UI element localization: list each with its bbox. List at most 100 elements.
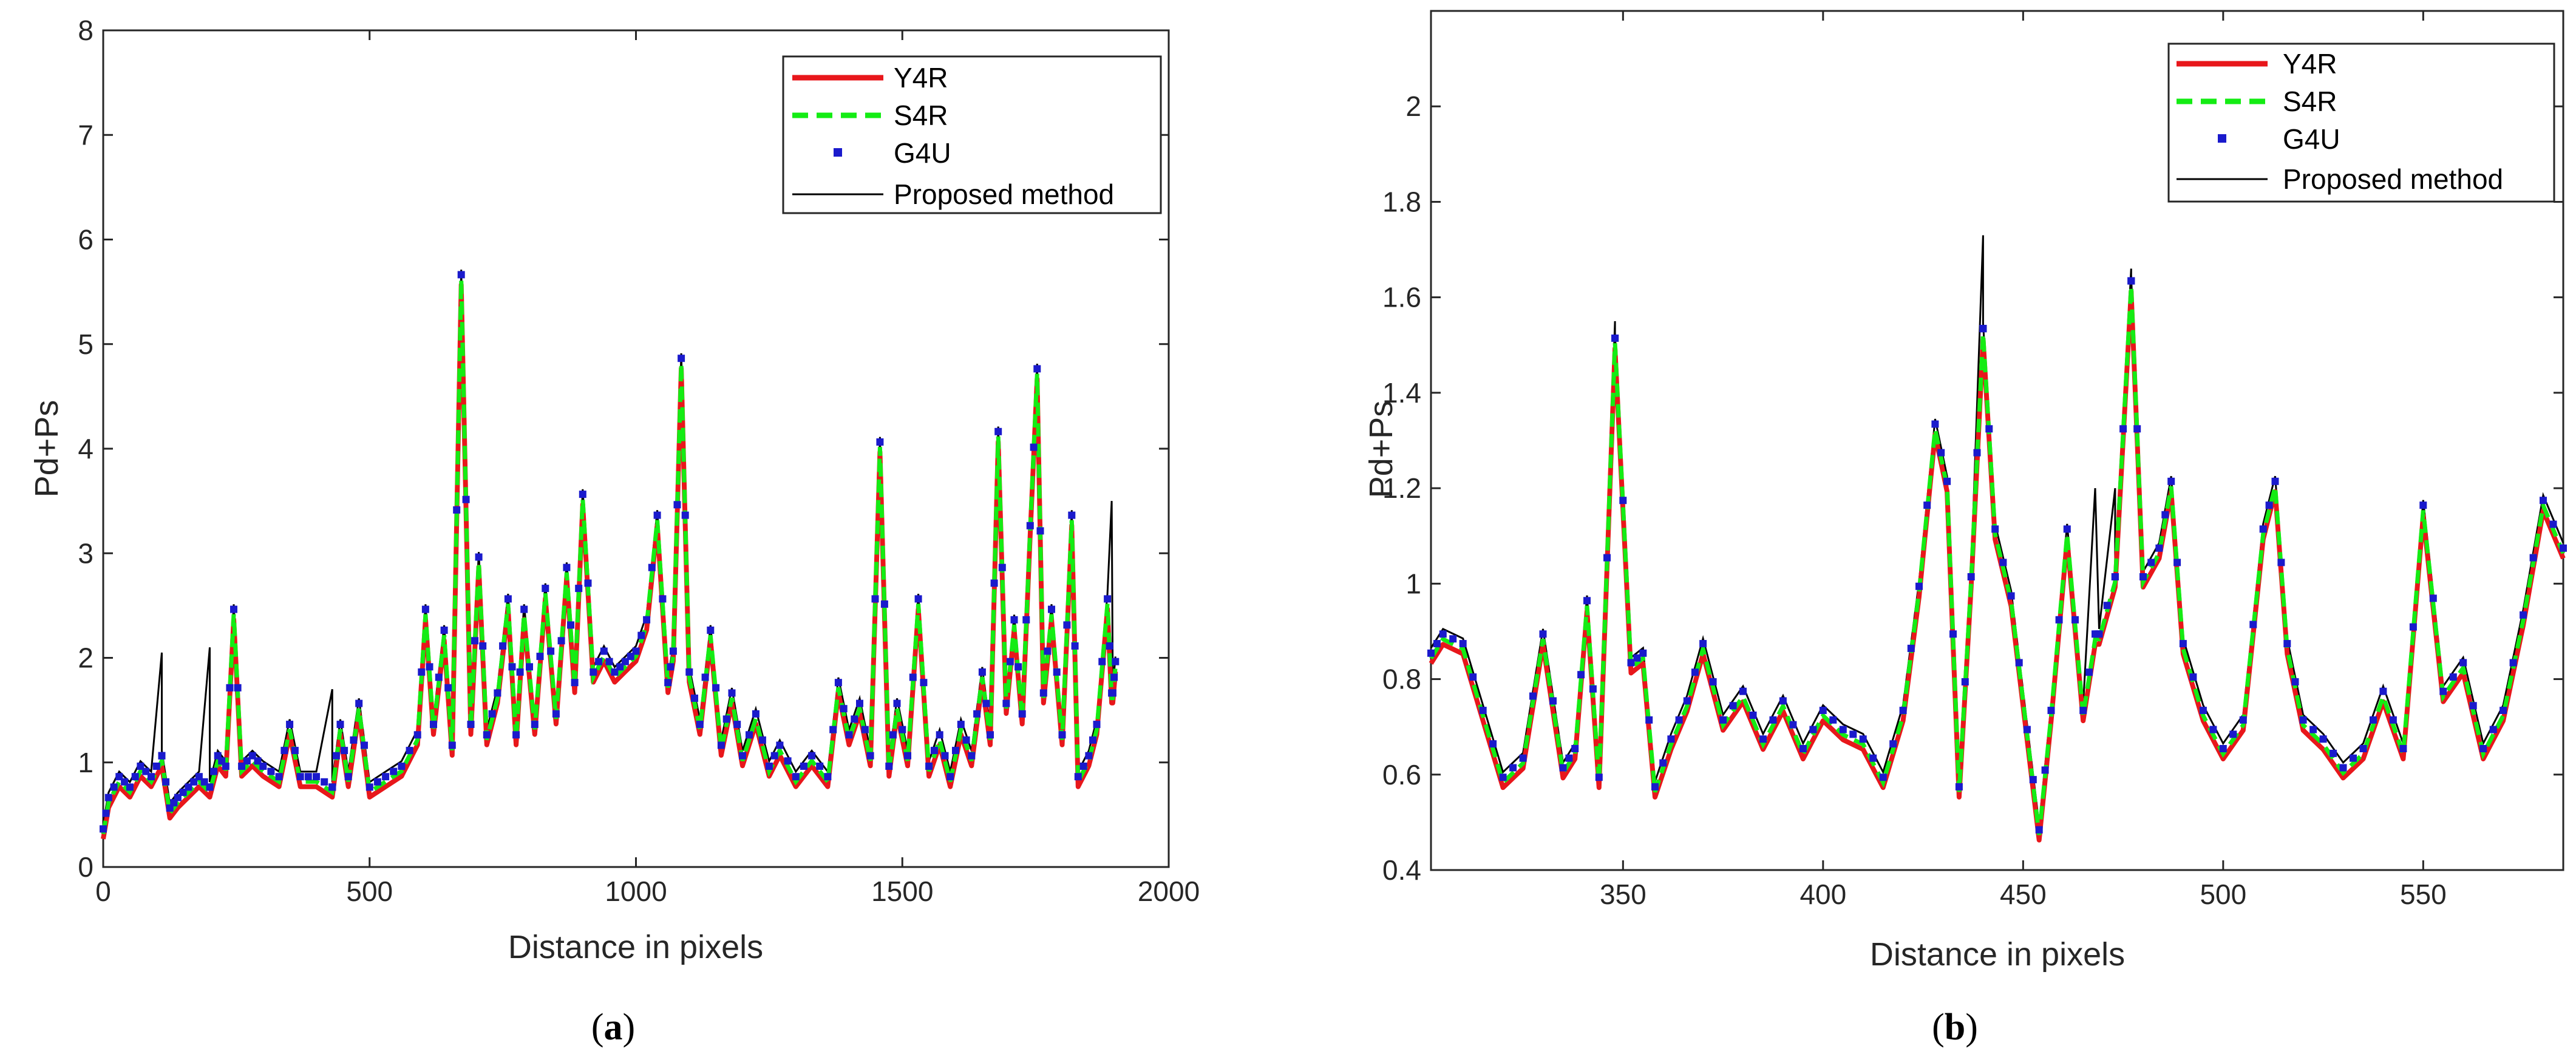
chart-a-g4u-point [162, 778, 170, 786]
chart-a-g4u-point [467, 721, 475, 729]
chart-a-legend: Y4R S4R G4U Proposed method [782, 55, 1162, 214]
chart-a-g4u-point [1079, 763, 1087, 770]
chart-a-g4u-point [691, 695, 698, 702]
chart-b-g4u-point [2071, 616, 2079, 624]
chart-a-g4u-point [126, 783, 134, 791]
chart-a-g4u-point [925, 763, 933, 770]
chart-b-g4u-point [1577, 671, 1585, 679]
chart-b-g4u-point [1889, 740, 1897, 748]
chart-b-g4u-point [2489, 726, 2497, 733]
chart-b-g4u-point [1949, 630, 1957, 638]
chart-a-g4u-point [471, 637, 479, 645]
chart-a-legend-box [782, 55, 1162, 214]
legend-b-proposed-label: Proposed method [2283, 163, 2503, 195]
chart-a-ytick-label: 8 [78, 15, 93, 46]
chart-b-g4u-point [1907, 644, 1915, 652]
chart-a-g4u-point [733, 721, 741, 729]
chart-a-g4u-point [987, 731, 994, 739]
chart-a-g4u-point [1106, 642, 1113, 650]
chart-a-g4u-point [1026, 522, 1034, 529]
chart-a-g4u-point [1039, 689, 1047, 697]
chart-b-g4u-point [2041, 766, 2049, 774]
chart-a-g4u-point [1074, 773, 1082, 781]
chart-a-g4u-point [1098, 658, 1106, 665]
chart-a-g4u-point [1071, 642, 1079, 650]
chart-a-g4u-point [876, 438, 884, 446]
chart-b-g4u-point [1559, 764, 1567, 772]
chart-b-g4u-point [2439, 687, 2447, 695]
chart-b-ytick-label: 1.2 [1382, 472, 1421, 504]
chart-b-g4u-point [2229, 730, 2237, 738]
chart-b-g4u-point [1619, 497, 1627, 505]
caption-b: (b) [1932, 1007, 1978, 1048]
chart-a-g4u-point [365, 783, 373, 791]
chart-b-g4u-point [1849, 730, 1857, 738]
chart-b-g4u-point [2299, 716, 2307, 724]
chart-b-g4u-point [1961, 678, 1969, 685]
chart-b-g4u-point [2271, 477, 2279, 485]
chart-b-series-s4r [1429, 285, 2566, 835]
chart-b-g4u-point [1819, 707, 1827, 715]
chart-b-g4u-point [1829, 716, 1837, 724]
chart-a-g4u-point [784, 757, 792, 765]
chart-b-g4u-point [2023, 726, 2031, 733]
chart-a-g4u-point [1044, 647, 1052, 655]
chart-a-g4u-point [648, 563, 656, 571]
chart-b-g4u-point [1915, 582, 1923, 590]
chart-a-g4u-point [542, 585, 549, 593]
chart-b-g4u-point [2529, 554, 2537, 562]
chart-a-g4u-point [946, 773, 954, 781]
chart-b-g4u-point [1479, 707, 1487, 715]
chart-a-g4u-point [851, 715, 858, 723]
chart-a-g4u-point [488, 710, 496, 718]
chart-a-g4u-point [728, 689, 736, 697]
chart-a-g4u-point [871, 595, 879, 603]
chart-a-g4u-point [267, 767, 275, 775]
chart-b-g4u-point [2155, 544, 2163, 552]
legend-a-proposed-label: Proposed method [894, 178, 1114, 210]
chart-b-g4u-point [2035, 826, 2043, 834]
chart-a-g4u-point [584, 579, 592, 587]
chart-a-g4u-point [571, 679, 579, 687]
chart-a-g4u-point [605, 658, 613, 665]
chart-b-g4u-point [2029, 776, 2037, 784]
chart-b-g4u-point [2173, 559, 2181, 566]
chart-b-g4u-point [2500, 707, 2507, 715]
chart-b-g4u-point [1489, 740, 1497, 748]
chart-b-g4u-point [1991, 525, 1999, 533]
chart-a-g4u-point [1014, 663, 1022, 671]
chart-b-g4u-point [2139, 573, 2147, 580]
chart-b-g4u-point [1651, 783, 1659, 790]
chart-a-g4u-point [664, 679, 672, 687]
chart-a-g4u-point [344, 773, 352, 781]
chart-a-g4u-point [632, 647, 640, 655]
chart-a-g4u-point [1006, 658, 1014, 665]
chart-b-g4u-point [2399, 745, 2407, 752]
chart-a-g4u-point [893, 699, 901, 707]
legend-b-y4r-label: Y4R [2283, 48, 2337, 80]
chart-b-g4u-point [2409, 623, 2417, 631]
chart-b-ytick-label: 1.4 [1382, 377, 1421, 409]
chart-b-g4u-point [2549, 520, 2557, 528]
chart-a-g4u-point [978, 668, 986, 676]
chart-a-g4u-point [845, 731, 853, 739]
chart-a-g4u-point [1036, 527, 1044, 535]
chart-a-g4u-point [952, 747, 959, 755]
chart-a-g4u-point [444, 684, 452, 692]
chart-b-g4u-point [1985, 425, 1993, 433]
chart-a-ytick-label: 7 [78, 119, 93, 151]
chart-b-g4u-point [1729, 702, 1737, 710]
chart-a-g4u-point [102, 809, 110, 817]
chart-b-xlabel: Distance in pixels [1870, 936, 2125, 973]
chart-b-ytick-label: 1.8 [1382, 186, 1421, 217]
chart-a-g4u-point [595, 658, 603, 665]
chart-a-g4u-point [637, 631, 645, 639]
chart-a-ticks: 0 500 1000 1500 2000 0 1 2 3 4 5 6 7 8 [78, 15, 1200, 907]
chart-a-g4u-point [531, 721, 539, 729]
chart-b-g4u-point [2469, 702, 2477, 710]
chart-a-g4u-point [681, 511, 689, 519]
chart-a-g4u-point [563, 563, 571, 571]
chart-a-ytick-label: 5 [78, 328, 93, 360]
chart-a-g4u-point [234, 684, 242, 692]
chart-b-g4u-point [2389, 716, 2397, 724]
